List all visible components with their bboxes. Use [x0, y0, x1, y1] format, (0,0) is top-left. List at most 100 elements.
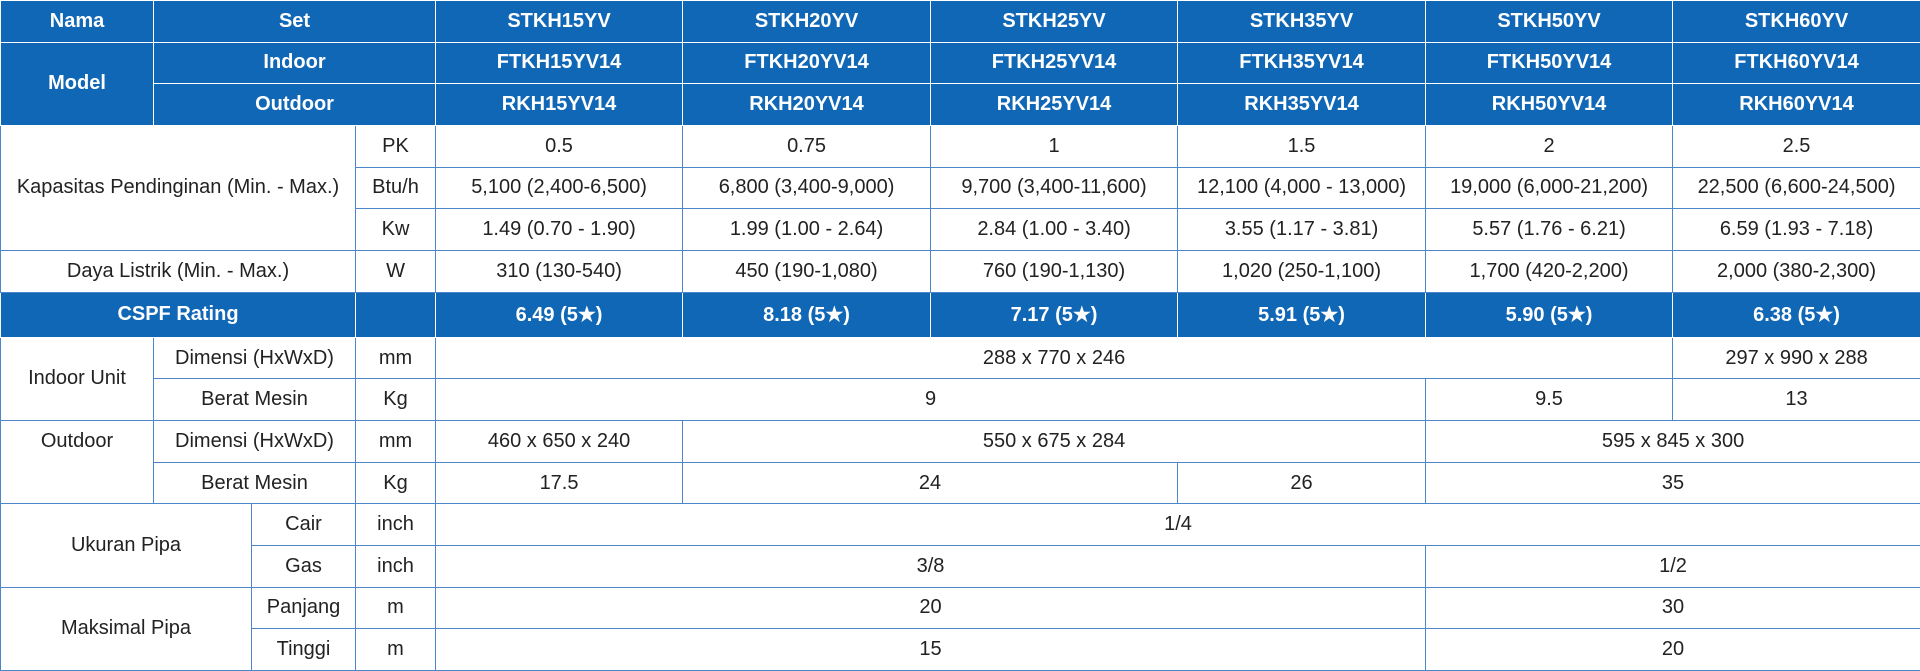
table-row: Kapasitas Pendinginan (Min. - Max.) PK 0.5… [0, 124, 1920, 251]
header-cell: Nama [0, 0, 154, 43]
table-cell: 2 [1425, 124, 1674, 168]
table-cell: 550 x 675 x 284 [682, 420, 1427, 463]
header-cell: STKH15YV [435, 0, 684, 43]
table-cell: 1/2 [1425, 545, 1920, 588]
table-cell: 310 (130-540) [435, 249, 684, 293]
table-cell: 1/4 [435, 503, 1920, 546]
table-cell: 20 [435, 586, 1427, 630]
header-cell: 8.18 (5★) [682, 291, 932, 338]
table-cell: mm [354, 336, 437, 380]
table-cell: 1.5 [1177, 124, 1427, 168]
header-cell: STKH60YV [1672, 0, 1920, 43]
table-cell: 26 [1177, 461, 1427, 505]
table-cell: 1 [930, 124, 1179, 168]
table-cell: 595 x 845 x 300 [1425, 420, 1920, 463]
table-row: Tinggi m 15 20 [1, 628, 1920, 671]
table-row: Gas inch 3/8 1/2 [1, 545, 1920, 588]
table-cell: 5,100 (2,400-6,500) [435, 166, 684, 210]
table-cell: 9.5 [1425, 378, 1674, 422]
table-cell: 24 [682, 461, 1179, 505]
header-cell: RKH35YV14 [1177, 83, 1427, 126]
header-cell: RKH20YV14 [682, 83, 932, 126]
header-cell: FTKH15YV14 [435, 41, 684, 85]
table-cell: Kg [354, 461, 437, 505]
table-cell: 760 (190-1,130) [930, 249, 1179, 293]
table-cell: 6,800 (3,400-9,000) [682, 166, 932, 210]
table-cell: 3.55 (1.17 - 3.81) [1177, 208, 1427, 251]
header-cell: RKH15YV14 [435, 83, 684, 126]
table-cell: Ukuran Pipa [0, 503, 252, 588]
header-cell: STKH35YV [1177, 0, 1427, 43]
table-cell: 1,020 (250-1,100) [1177, 249, 1427, 293]
table-row: Berat Mesin Kg 17.5 24 26 35 [1, 461, 1920, 505]
header-cell: STKH50YV [1425, 0, 1674, 43]
header-cell: RKH25YV14 [930, 83, 1179, 126]
table-row: Daya Listrik (Min. - Max.) W 310 (130-540)… [0, 249, 1920, 293]
header-cell: STKH25YV [930, 0, 1179, 43]
table-cell: Kg [354, 378, 437, 422]
table-cell: m [354, 586, 437, 630]
table-cell: 6.59 (1.93 - 7.18) [1672, 208, 1920, 251]
table-cell: 17.5 [435, 461, 684, 505]
header-cell: RKH50YV14 [1425, 83, 1674, 126]
table-cell: 22,500 (6,600-24,500) [1672, 166, 1920, 210]
table-cell: 20 [1425, 628, 1920, 671]
header-cell: FTKH25YV14 [930, 41, 1179, 85]
table-cell: Berat Mesin [153, 461, 356, 505]
header-cell: Indoor [152, 41, 437, 85]
table-cell: 9 [435, 378, 1427, 422]
table-cell: 12,100 (4,000 - 13,000) [1177, 166, 1427, 210]
table-row: Berat Mesin Kg 9 9.5 13 [1, 378, 1920, 422]
header-cell: 5.90 (5★) [1425, 291, 1674, 338]
header-cell: FTKH50YV14 [1425, 41, 1674, 85]
table-cell: 460 x 650 x 240 [435, 420, 684, 463]
header-cell [354, 291, 437, 338]
table-cell: mm [354, 420, 437, 463]
header-cell: RKH60YV14 [1672, 83, 1920, 126]
table-cell: 3/8 [435, 545, 1427, 588]
table-row: Outdoor RKH15YV14 RKH20YV14 RKH25YV14 RKH35Y… [1, 83, 1920, 126]
table-row: Model Indoor FTKH15YV14 FTKH20YV14 FTKH25YV1… [0, 41, 1920, 126]
header-cell: FTKH35YV14 [1177, 41, 1427, 85]
table-row: Ukuran Pipa Cair inch 1/4 [0, 503, 1920, 588]
table-cell: 0.5 [435, 124, 684, 168]
table-cell: 13 [1672, 378, 1920, 422]
table-row: Maksimal Pipa Panjang m 20 30 [0, 586, 1920, 671]
header-cell: CSPF Rating [0, 291, 356, 338]
table-cell: inch [354, 545, 437, 588]
table-cell: Panjang [251, 586, 356, 630]
table-row: Btu/h 5,100 (2,400-6,500) 6,800 (3,400-9,0… [1, 166, 1920, 210]
table-cell: Tinggi [251, 628, 356, 671]
table-cell: 19,000 (6,000-21,200) [1425, 166, 1674, 210]
header-cell: FTKH20YV14 [682, 41, 932, 85]
table-cell: Outdoor [0, 420, 154, 505]
table-cell: Kapasitas Pendinginan (Min. - Max.) [0, 124, 356, 251]
header-cell: STKH20YV [682, 0, 932, 43]
table-row: CSPF Rating 6.49 (5★) 8.18 (5★) 7.17 (5★) 5.… [0, 291, 1920, 338]
table-cell: inch [354, 503, 437, 546]
table-cell: Dimensi (HxWxD) [153, 336, 356, 380]
table-row: Indoor Unit Dimensi (HxWxD) mm 288 x 770 x … [0, 336, 1920, 422]
table-cell: Daya Listrik (Min. - Max.) [0, 249, 356, 293]
table-cell: Indoor Unit [0, 336, 154, 422]
table-cell: 2.84 (1.00 - 3.40) [930, 208, 1179, 251]
table-cell: 9,700 (3,400-11,600) [930, 166, 1179, 210]
table-cell: Cair [251, 503, 356, 546]
table-cell: m [354, 628, 437, 671]
table-cell: 30 [1425, 586, 1920, 630]
table-row: Kw 1.49 (0.70 - 1.90) 1.99 (1.00 - 2.64) 2.… [1, 208, 1920, 251]
table-cell: Berat Mesin [153, 378, 356, 422]
header-cell: Outdoor [152, 83, 437, 126]
header-cell: 6.49 (5★) [435, 291, 684, 338]
table-cell: 2,000 (380-2,300) [1672, 249, 1920, 293]
table-cell: 1,700 (420-2,200) [1425, 249, 1674, 293]
header-cell: 5.91 (5★) [1177, 291, 1427, 338]
table-cell: PK [354, 124, 437, 168]
table-cell: 35 [1425, 461, 1920, 505]
table-cell: Kw [354, 208, 437, 251]
table-row: Nama Set STKH15YV STKH20YV STKH25YV STKH35YV S… [0, 0, 1920, 43]
table-cell: 450 (190-1,080) [682, 249, 932, 293]
